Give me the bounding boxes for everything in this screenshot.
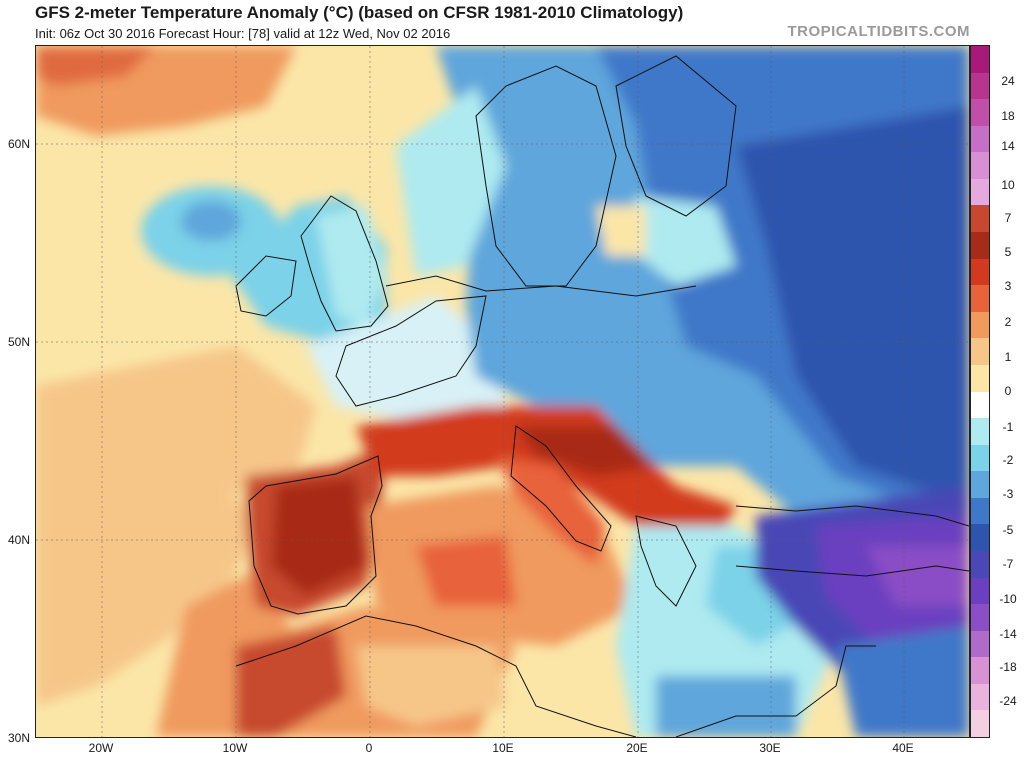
colorbar-segment (971, 550, 989, 579)
colorbar-segment (971, 657, 989, 685)
colorbar-label: -24 (999, 694, 1017, 708)
colorbar-segment (971, 285, 989, 313)
colorbar-segment (971, 604, 989, 632)
colorbar-segment (971, 577, 989, 605)
colorbar-label: 3 (1004, 279, 1012, 293)
colorbar-segment (971, 258, 989, 286)
colorbar-label: 14 (1001, 139, 1015, 153)
colorbar-segment (971, 444, 989, 472)
colorbar-segment (971, 471, 989, 499)
lat-label-50n: 50N (7, 335, 30, 349)
colorbar (970, 45, 990, 738)
colorbar-label: 10 (1001, 178, 1015, 192)
temperature-anomaly-map (35, 45, 970, 738)
colorbar-segment (971, 205, 989, 233)
colorbar-segment (971, 46, 989, 74)
colorbar-segment (971, 497, 989, 525)
colorbar-segment (971, 178, 989, 206)
colorbar-label: -7 (1002, 557, 1014, 571)
colorbar-segment (971, 232, 989, 260)
lon-label-20e: 20E (626, 741, 648, 755)
colorbar-label: -14 (999, 627, 1017, 641)
colorbar-label: -1 (1002, 420, 1014, 434)
map-title: GFS 2-meter Temperature Anomaly (°C) (ba… (35, 3, 684, 22)
lat-label-30n: 30N (7, 731, 30, 745)
colorbar-label: 2 (1004, 315, 1012, 329)
colorbar-segment (971, 524, 989, 552)
lon-label-20w: 20W (88, 741, 114, 755)
colorbar-label: -5 (1002, 523, 1014, 537)
lon-label-40e: 40E (892, 741, 914, 755)
lat-label-40n: 40N (7, 533, 30, 547)
lon-label-10w: 10W (222, 741, 248, 755)
colorbar-segment (971, 630, 989, 658)
colorbar-segment (971, 683, 989, 711)
forecast-info: Init: 06z Oct 30 2016 Forecast Hour: [78… (35, 26, 451, 41)
colorbar-label: -2 (1002, 453, 1014, 467)
colorbar-segment (971, 99, 989, 127)
lat-label-60n: 60N (7, 137, 30, 151)
colorbar-label: -18 (999, 660, 1017, 674)
colorbar-label: -10 (999, 592, 1017, 606)
colorbar-label: 0 (1004, 384, 1012, 398)
map-canvas (36, 46, 969, 737)
colorbar-segment (971, 364, 989, 392)
graticule (36, 46, 969, 737)
colorbar-segment (971, 338, 989, 366)
lon-label-30e: 30E (759, 741, 781, 755)
lon-label-10e: 10E (492, 741, 514, 755)
colorbar-label: 7 (1004, 211, 1012, 225)
lon-label-0: 0 (365, 741, 373, 755)
colorbar-label: 1 (1004, 350, 1012, 364)
colorbar-label: 5 (1004, 245, 1012, 259)
colorbar-label: 24 (1001, 74, 1015, 88)
watermark: TROPICALTIDBITS.COM (787, 23, 970, 40)
colorbar-segment (971, 152, 989, 180)
colorbar-segment (971, 418, 989, 446)
colorbar-segment (971, 710, 989, 738)
colorbar-segment (971, 72, 989, 100)
colorbar-label: 18 (1001, 109, 1015, 123)
colorbar-segment (971, 311, 989, 339)
coastlines (235, 55, 969, 737)
colorbar-label: -3 (1002, 487, 1014, 501)
colorbar-segment (971, 125, 989, 153)
colorbar-segment (971, 391, 989, 419)
